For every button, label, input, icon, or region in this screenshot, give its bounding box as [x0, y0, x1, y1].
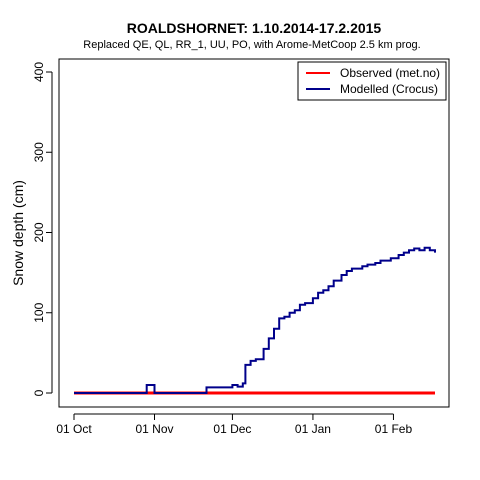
legend: Observed (met.no) Modelled (Crocus) [297, 61, 447, 101]
y-tick-label: 100 [32, 302, 46, 322]
x-tick-label: 01 Jan [295, 422, 331, 436]
plot-area [58, 58, 450, 408]
y-tick-label: 400 [32, 62, 46, 82]
legend-box [297, 61, 447, 101]
x-tick-label: 01 Dec [213, 422, 251, 436]
legend-label-observed: Observed (met.no) [340, 66, 440, 80]
y-tick-label: 300 [32, 142, 46, 162]
x-axis: 01 Oct 01 Nov 01 Dec 01 Jan 01 Feb [56, 413, 413, 436]
y-tick-label: 0 [32, 389, 46, 396]
y-axis: 0 100 200 300 400 [32, 62, 53, 396]
y-axis-label: Snow depth (cm) [10, 180, 26, 286]
x-tick-label: 01 Oct [56, 422, 92, 436]
chart-subtitle: Replaced QE, QL, RR_1, UU, PO, with Arom… [83, 39, 420, 51]
series-layer [74, 246, 436, 395]
series-line-modelled [74, 246, 436, 394]
x-tick-label: 01 Nov [135, 422, 173, 436]
y-tick-label: 200 [32, 222, 46, 242]
x-tick-label: 01 Feb [375, 422, 413, 436]
chart-title: ROALDSHORNET: 1.10.2014-17.2.2015 [127, 20, 382, 36]
legend-label-modelled: Modelled (Crocus) [340, 82, 438, 96]
